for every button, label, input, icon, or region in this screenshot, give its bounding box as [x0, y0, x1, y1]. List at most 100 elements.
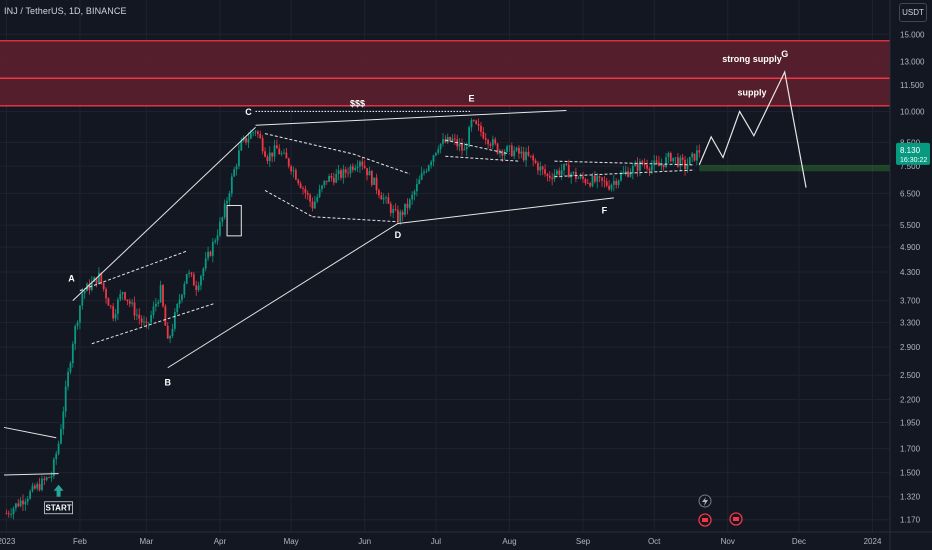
candle-body	[188, 272, 190, 274]
candle-body	[696, 150, 698, 161]
candle-body	[337, 170, 340, 174]
time-label: Feb	[73, 537, 87, 546]
dashed-channel	[91, 302, 216, 345]
symbol-header[interactable]: INJ / TetherUS, 1D, BINANCE	[4, 6, 127, 16]
candle-body	[43, 478, 46, 480]
time-label: Jul	[431, 537, 441, 546]
lightning-bolt	[702, 497, 708, 506]
candle-body	[79, 305, 81, 323]
price-scale[interactable]: 15.00013.00011.50010.0008.5007.5006.5005…	[889, 0, 930, 550]
candle-body	[292, 170, 295, 172]
candles-layer	[5, 118, 701, 520]
candle-body	[401, 211, 404, 215]
trend-line	[397, 197, 614, 224]
candle-body	[273, 145, 276, 157]
candle-body	[427, 165, 430, 171]
candle-body	[12, 508, 15, 515]
candle-body	[287, 158, 290, 167]
price-label: 10.000	[900, 107, 925, 116]
price-label: 1.700	[900, 445, 921, 454]
candle-body	[539, 166, 542, 171]
candle-body	[567, 164, 570, 178]
candle-body	[484, 138, 487, 140]
candle-body	[688, 157, 691, 165]
candle-body	[57, 443, 60, 454]
candle-body	[603, 180, 606, 182]
candle-body	[551, 177, 554, 179]
price-label: 2.900	[900, 343, 921, 352]
candle-body	[612, 181, 615, 185]
candle-body	[219, 221, 221, 236]
candle-body	[620, 173, 622, 181]
candle-body	[430, 161, 433, 166]
candle-body	[178, 299, 181, 305]
candle-body	[572, 171, 575, 174]
arrow-up-icon	[53, 484, 64, 497]
candle-body	[152, 306, 155, 316]
candle-body	[501, 150, 504, 156]
candle-body	[114, 313, 117, 319]
candle-body	[522, 151, 525, 161]
candle-body	[181, 294, 183, 300]
candle-body	[83, 291, 86, 294]
candle-body	[458, 144, 461, 147]
candle-body	[475, 120, 478, 124]
candle-body	[147, 322, 150, 324]
currency-button[interactable]: USDT	[899, 3, 927, 22]
candle-body	[171, 328, 174, 336]
candle-body	[527, 151, 530, 156]
candle-body	[126, 299, 129, 302]
candle-body	[385, 197, 387, 199]
candle-body	[601, 177, 603, 181]
candle-body	[209, 251, 212, 256]
candle-body	[119, 293, 122, 300]
price-label: 15.000	[900, 30, 925, 39]
candle-body	[74, 325, 77, 344]
candle-body	[359, 161, 361, 167]
candle-body	[131, 302, 134, 304]
time-label: 2024	[864, 537, 882, 546]
wave-label-g: G	[781, 49, 788, 59]
candle-body	[195, 285, 198, 291]
candle-body	[233, 169, 236, 177]
candle-body	[373, 177, 376, 185]
candle-body	[105, 289, 107, 299]
dashed-channel	[264, 190, 313, 218]
wave-label-d: D	[395, 230, 402, 240]
candle-body	[593, 175, 596, 182]
candle-body	[370, 171, 373, 185]
dashed-channel	[554, 160, 695, 166]
trend-line	[167, 223, 399, 369]
trend-line	[3, 473, 59, 476]
candle-body	[665, 157, 667, 168]
candle-body	[69, 363, 72, 372]
candle-body	[489, 144, 492, 146]
price-label: 3.300	[900, 318, 921, 327]
candle-body	[235, 166, 238, 170]
candle-body	[93, 277, 96, 282]
candle-body	[444, 139, 447, 143]
candle-body	[325, 180, 328, 182]
countdown-value: 16:30:22	[900, 157, 927, 164]
candle-body	[29, 491, 32, 499]
candle-body	[268, 152, 271, 162]
earnings-icon-fill	[702, 518, 708, 522]
candle-body	[259, 133, 262, 139]
wave-label-a: A	[68, 274, 75, 284]
candle-body	[375, 177, 378, 191]
candle-body	[238, 150, 240, 167]
candle-body	[245, 137, 247, 143]
candle-body	[648, 168, 651, 171]
candle-body	[558, 170, 561, 175]
grid-lines	[0, 0, 890, 532]
candle-body	[330, 175, 333, 178]
candle-body	[31, 485, 34, 492]
candle-body	[340, 170, 342, 178]
candle-body	[26, 498, 29, 502]
candle-body	[636, 163, 639, 171]
annotation-strong-supply: strong supply	[722, 54, 782, 64]
annotation-supply: supply	[737, 88, 766, 98]
dashed-channel	[352, 153, 410, 175]
